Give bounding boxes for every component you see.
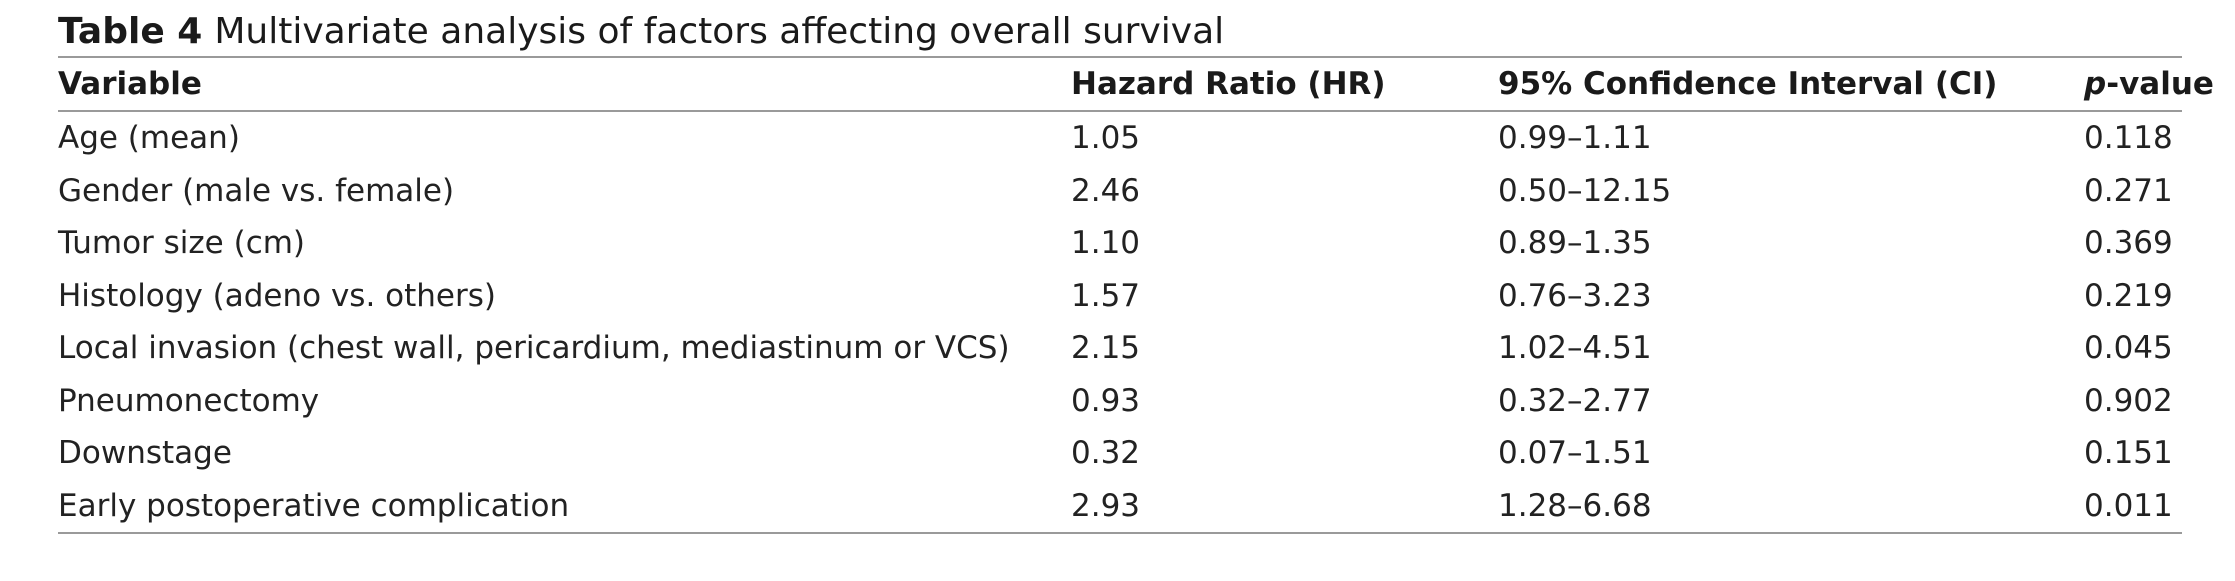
cell-variable: Histology (adeno vs. others)	[58, 277, 496, 314]
cell-ci: 1.02–4.51	[1498, 330, 1652, 367]
cell-variable: Gender (male vs. female)	[58, 172, 455, 209]
header-hazard-ratio: Hazard Ratio (HR)	[1071, 66, 1386, 102]
cell-hr: 2.15	[1071, 330, 1141, 367]
cell-hr: 0.93	[1071, 382, 1141, 419]
header-confidence-interval: 95% Confidence Interval (CI)	[1498, 66, 1998, 102]
cell-variable: Age (mean)	[58, 120, 240, 157]
cell-hr: 2.46	[1071, 172, 1141, 209]
table-caption: Table 4 Multivariate analysis of factors …	[58, 8, 2182, 56]
table-row: Local invasion (chest wall, pericardium,…	[58, 322, 2182, 375]
cell-p: 0.118	[2084, 120, 2173, 157]
cell-ci: 0.32–2.77	[1498, 382, 1652, 419]
cell-variable: Early postoperative complication	[58, 487, 570, 524]
cell-p: 0.271	[2084, 172, 2173, 209]
cell-ci: 1.28–6.68	[1498, 487, 1652, 524]
header-row: Variable Hazard Ratio (HR) 95% Confidenc…	[58, 57, 2214, 111]
cell-hr: 1.57	[1071, 277, 1141, 314]
cell-hr: 1.05	[1071, 120, 1141, 157]
cell-hr: 1.10	[1071, 225, 1141, 262]
table-title: Multivariate analysis of factors affecti…	[214, 11, 1225, 52]
cell-hr: 2.93	[1071, 487, 1141, 524]
table-row: Pneumonectomy 0.93 0.32–2.77 0.902	[58, 375, 2182, 428]
cell-hr: 0.32	[1071, 435, 1141, 472]
cell-variable: Pneumonectomy	[58, 382, 320, 419]
data-table: Variable Hazard Ratio (HR) 95% Confidenc…	[58, 56, 2214, 534]
cell-variable: Downstage	[58, 435, 232, 472]
cell-ci: 0.50–12.15	[1498, 172, 1672, 209]
cell-ci: 0.89–1.35	[1498, 225, 1652, 262]
cell-ci: 0.99–1.11	[1498, 120, 1652, 157]
cell-p: 0.151	[2084, 435, 2173, 472]
table-container: Table 4 Multivariate analysis of factors …	[58, 8, 2214, 534]
cell-p: 0.045	[2084, 330, 2173, 367]
table-row: Tumor size (cm) 1.10 0.89–1.35 0.369	[58, 217, 2182, 270]
cell-ci: 0.07–1.51	[1498, 435, 1652, 472]
table-row: Age (mean) 1.05 0.99–1.11 0.118	[58, 111, 2182, 165]
cell-variable: Local invasion (chest wall, pericardium,…	[58, 330, 1010, 367]
cell-variable: Tumor size (cm)	[58, 225, 306, 262]
cell-p: 0.369	[2084, 225, 2173, 262]
table-row: Histology (adeno vs. others) 1.57 0.76–3…	[58, 270, 2182, 323]
cell-p: 0.011	[2084, 487, 2173, 524]
header-p-rest: -value	[2106, 66, 2214, 102]
table-row: Early postoperative complication 2.93 1.…	[58, 480, 2182, 533]
header-variable: Variable	[58, 66, 202, 102]
table-row: Downstage 0.32 0.07–1.51 0.151	[58, 427, 2182, 480]
table-label: Table 4	[58, 11, 203, 52]
table-row: Gender (male vs. female) 2.46 0.50–12.15…	[58, 165, 2182, 218]
cell-p: 0.219	[2084, 277, 2173, 314]
header-p-value: p-value	[2084, 57, 2214, 111]
header-p-italic: p	[2084, 66, 2107, 102]
cell-p: 0.902	[2084, 382, 2173, 419]
cell-ci: 0.76–3.23	[1498, 277, 1652, 314]
